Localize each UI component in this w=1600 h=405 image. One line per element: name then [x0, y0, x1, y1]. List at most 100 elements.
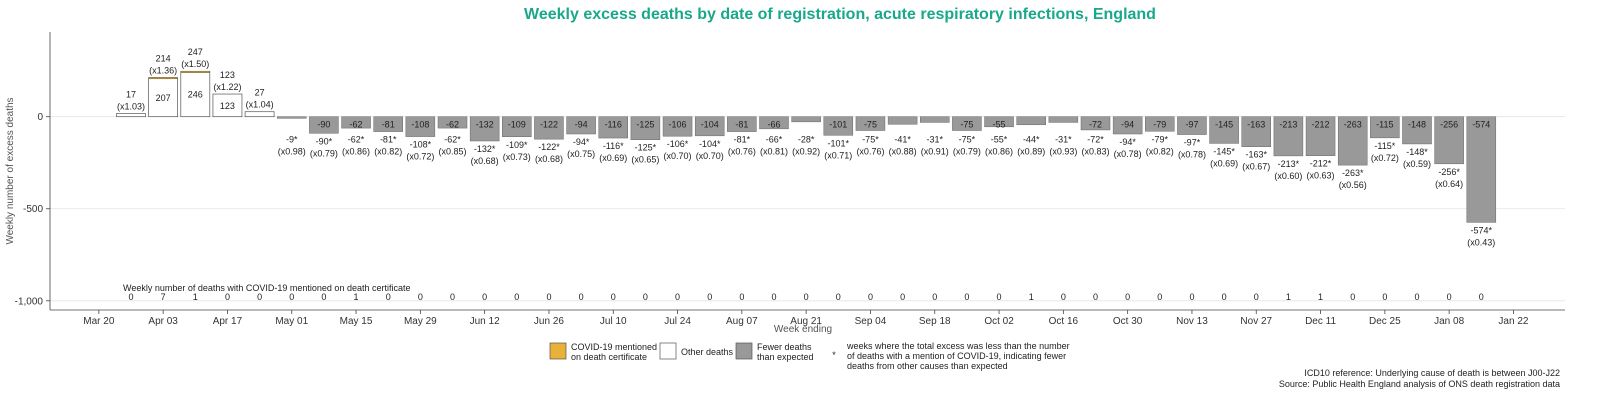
- bar-total-label: 17: [126, 90, 136, 100]
- covid-row-label: Weekly number of deaths with COVID-19 me…: [123, 283, 410, 293]
- covid-count-label: 0: [225, 292, 230, 302]
- bar-value-label: -212: [1312, 120, 1330, 130]
- covid-count-label: 0: [739, 292, 744, 302]
- bar-fewer-deaths: [1112, 116, 1143, 135]
- bar-fewer-deaths: [1080, 116, 1111, 131]
- bar-value-label: -97: [1185, 120, 1198, 130]
- bar-ratio-label: (x0.79): [310, 148, 338, 158]
- footnote-source: Source: Public Health England analysis o…: [1279, 379, 1560, 389]
- bar-fewer-deaths: [630, 116, 661, 140]
- bar-ratio-label: (x0.86): [985, 147, 1013, 157]
- covid-count-label: 0: [418, 292, 423, 302]
- bar-fewer-deaths: [920, 116, 950, 123]
- covid-count-label: 0: [643, 292, 648, 302]
- bar-ratio-label: (x0.81): [760, 147, 788, 157]
- bar-ratio-label: (x0.78): [1114, 149, 1142, 159]
- bar-bottom-label: -75*: [862, 135, 879, 145]
- bar-value-label: -79: [1153, 120, 1166, 130]
- bar-ratio-label: (x0.88): [889, 147, 917, 157]
- bar-fewer-deaths: [727, 116, 757, 132]
- bar-bottom-label: -72*: [1087, 135, 1104, 145]
- bar-ratio-label: (x0.82): [1146, 147, 1174, 157]
- bar-value-label: -81: [382, 120, 395, 130]
- bar-bottom-label: -28*: [798, 135, 815, 145]
- bar-bottom-label: -41*: [894, 135, 911, 145]
- covid-count-label: 1: [1029, 292, 1034, 302]
- bar-total-label: 247: [188, 47, 203, 57]
- covid-count-label: 0: [128, 292, 133, 302]
- bar-bottom-label: -55*: [991, 135, 1008, 145]
- x-tick-label: Jan 08: [1434, 316, 1464, 327]
- bar-bottom-label: -62*: [348, 135, 365, 145]
- bar-value-label: -75: [864, 120, 877, 130]
- covid-count-label: 0: [836, 292, 841, 302]
- bar-ratio-label: (x0.91): [921, 147, 949, 157]
- bar-value-label: -81: [735, 120, 748, 130]
- bar-bottom-label: -163*: [1245, 150, 1267, 160]
- bar-ratio-label: (x0.43): [1467, 237, 1495, 247]
- covid-count-label: 0: [707, 292, 712, 302]
- bar-covid-deaths: [180, 70, 211, 73]
- bar-bottom-label: -31*: [926, 135, 943, 145]
- bar-ratio-label: (x0.70): [696, 151, 724, 161]
- covid-count-label: 0: [257, 292, 262, 302]
- covid-count-label: 0: [450, 292, 455, 302]
- bar-fewer-deaths: [1370, 116, 1400, 139]
- bar-fewer-deaths: [1016, 116, 1046, 126]
- bar-ratio-label: (x0.98): [278, 147, 306, 157]
- x-tick-label: May 15: [340, 316, 373, 327]
- bar-ratio-label: (x1.22): [213, 82, 241, 92]
- bar-bottom-label: -9*: [286, 135, 298, 145]
- bar-bottom-label: -574*: [1471, 225, 1493, 235]
- bar-bottom-label: -263*: [1342, 168, 1364, 178]
- covid-count-label: 0: [997, 292, 1002, 302]
- bar-ratio-label: (x0.86): [342, 147, 370, 157]
- bar-bottom-label: -213*: [1278, 159, 1300, 169]
- bar-fewer-deaths: [469, 116, 500, 142]
- covid-count-label: 0: [1479, 292, 1484, 302]
- legend-swatch-other: [659, 342, 677, 360]
- bar-value-label: -115: [1376, 120, 1393, 130]
- covid-count-label: 1: [193, 292, 198, 302]
- covid-count-label: 1: [1318, 292, 1323, 302]
- bar-bottom-label: -62*: [444, 135, 461, 145]
- bar-bottom-label: -94*: [1119, 137, 1136, 147]
- bar-ratio-label: (x0.56): [1339, 180, 1367, 190]
- bar-other-deaths: [180, 71, 211, 118]
- legend-label-covid: COVID-19 mentioned: [571, 342, 657, 352]
- bar-other-value: 207: [156, 93, 171, 103]
- bar-value-label: -90: [317, 120, 330, 130]
- bar-bottom-label: -90*: [316, 136, 333, 146]
- legend-label-other: Other deaths: [681, 347, 734, 357]
- covid-count-label: 0: [289, 292, 294, 302]
- bar-value-label: -104: [701, 120, 719, 130]
- bar-bottom-label: -125*: [635, 143, 657, 153]
- covid-count-label: 0: [771, 292, 776, 302]
- bar-bottom-label: -122*: [538, 142, 560, 152]
- bar-other-deaths: [148, 78, 178, 118]
- covid-count-label: 0: [514, 292, 519, 302]
- bar-ratio-label: (x0.67): [1242, 162, 1270, 172]
- bar-ratio-label: (x0.93): [1049, 147, 1077, 157]
- bar-fewer-deaths: [1434, 116, 1464, 165]
- bar-fewer-deaths: [598, 116, 628, 139]
- bar-other-value: 123: [220, 101, 235, 111]
- bar-value-label: -213: [1279, 120, 1297, 130]
- covid-count-label: 0: [1093, 292, 1098, 302]
- x-tick-label: Oct 16: [1049, 316, 1079, 327]
- bar-bottom-label: -256*: [1438, 167, 1460, 177]
- bar-fewer-deaths: [759, 116, 789, 130]
- covid-count-label: 0: [1125, 292, 1130, 302]
- bar-value-label: -116: [605, 120, 622, 130]
- bar-ratio-label: (x0.68): [471, 156, 499, 166]
- y-axis-label: Weekly number of excess deaths: [5, 97, 16, 244]
- bar-fewer-deaths: [277, 116, 307, 119]
- bar-value-label: -256: [1440, 120, 1458, 130]
- bar-fewer-deaths: [502, 116, 532, 138]
- bar-value-label: -66: [767, 120, 780, 130]
- bar-bottom-label: -81*: [734, 135, 751, 145]
- covid-count-label: 0: [868, 292, 873, 302]
- bar-bottom-label: -109*: [506, 140, 528, 150]
- bar-fewer-deaths: [823, 116, 854, 136]
